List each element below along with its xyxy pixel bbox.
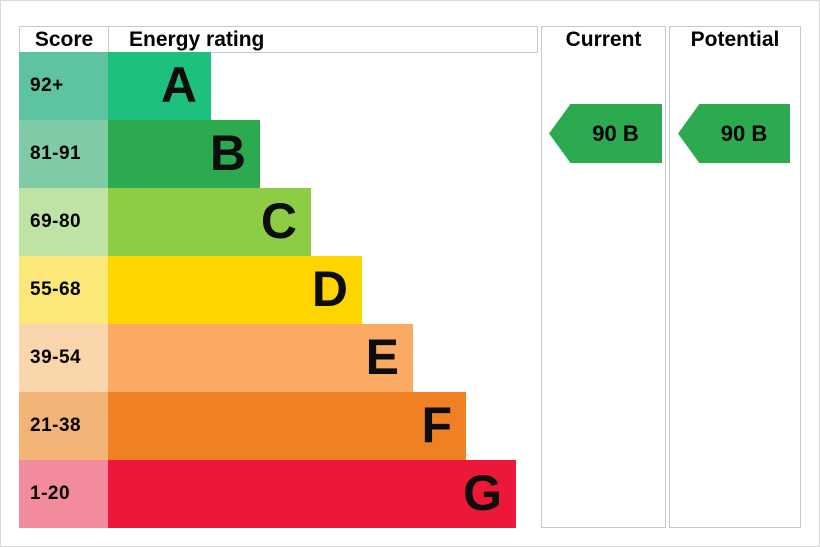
band-row-b: 81-91 B bbox=[19, 120, 519, 188]
rating-letter: E bbox=[365, 329, 399, 385]
rating-bar-b: B bbox=[108, 120, 260, 188]
rating-letter: D bbox=[311, 261, 348, 317]
score-range-cell: 1-20 bbox=[19, 460, 108, 528]
score-range-cell: 69-80 bbox=[19, 188, 108, 256]
score-column-header: Score bbox=[19, 26, 109, 53]
rating-bar-d: D bbox=[108, 256, 362, 324]
rating-letter: C bbox=[260, 193, 297, 249]
potential-rating-pointer: 90 B bbox=[678, 104, 790, 163]
rating-bar-f: F bbox=[108, 392, 466, 460]
energy-rating-column-header: Energy rating bbox=[108, 26, 538, 53]
score-range-cell: 55-68 bbox=[19, 256, 108, 324]
band-row-g: 1-20 G bbox=[19, 460, 519, 528]
score-range-cell: 39-54 bbox=[19, 324, 108, 392]
rating-letter: F bbox=[421, 397, 452, 453]
band-row-f: 21-38 F bbox=[19, 392, 519, 460]
band-row-a: 92+ A bbox=[19, 52, 519, 120]
rating-bands: 92+ A 81-91 B 69-80 C 55-68 D 39-54 E 21… bbox=[19, 52, 519, 528]
current-column-header: Current bbox=[541, 26, 666, 53]
rating-letter: B bbox=[209, 125, 246, 181]
rating-bar-c: C bbox=[108, 188, 311, 256]
score-range-cell: 81-91 bbox=[19, 120, 108, 188]
score-range-cell: 21-38 bbox=[19, 392, 108, 460]
band-row-d: 55-68 D bbox=[19, 256, 519, 324]
rating-letter: A bbox=[160, 57, 197, 113]
rating-bar-g: G bbox=[108, 460, 516, 528]
current-rating-pointer: 90 B bbox=[549, 104, 662, 163]
potential-column-header: Potential bbox=[669, 26, 801, 53]
rating-bar-e: E bbox=[108, 324, 413, 392]
band-row-c: 69-80 C bbox=[19, 188, 519, 256]
current-rating-value: 90 B bbox=[592, 120, 639, 146]
rating-bar-a: A bbox=[108, 52, 211, 120]
potential-rating-value: 90 B bbox=[720, 120, 768, 146]
score-range-cell: 92+ bbox=[19, 52, 108, 120]
band-row-e: 39-54 E bbox=[19, 324, 519, 392]
rating-letter: G bbox=[463, 465, 502, 521]
